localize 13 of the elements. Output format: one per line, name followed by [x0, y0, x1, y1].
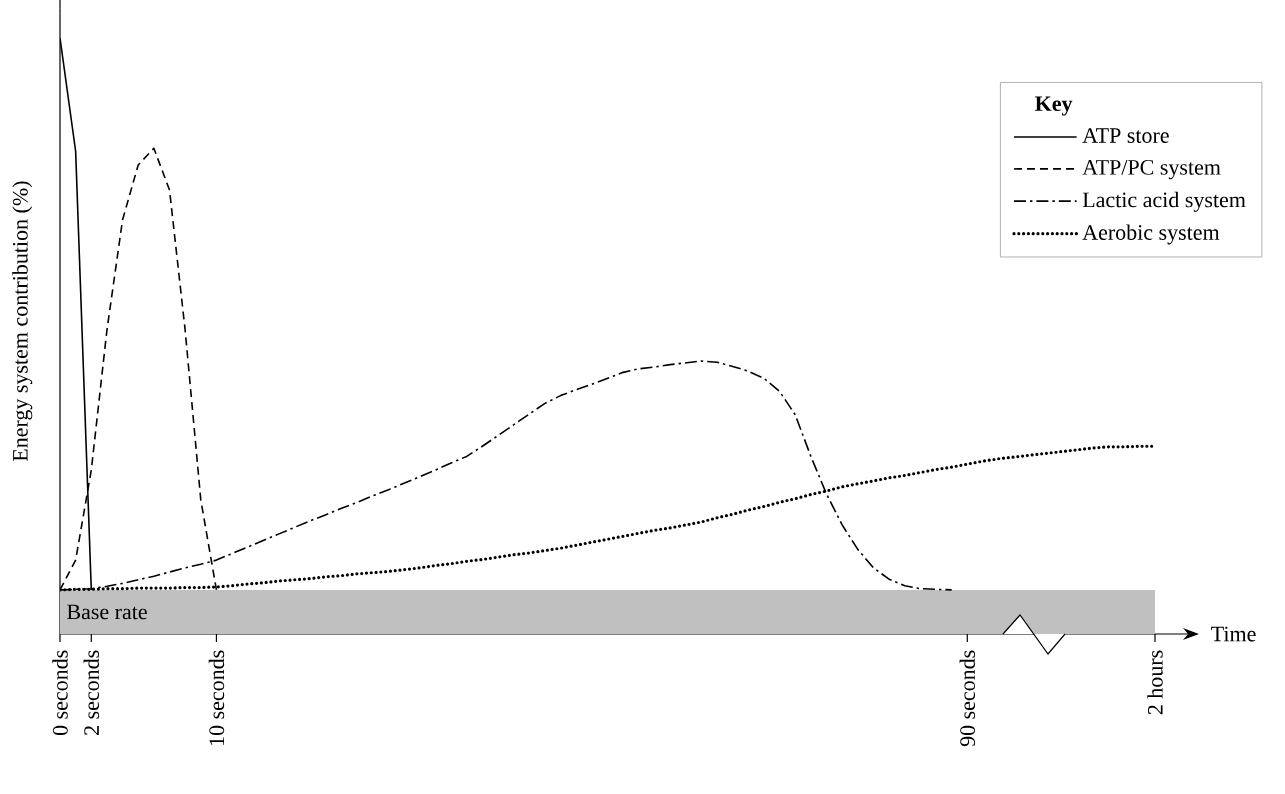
band-label: Base rate — [67, 604, 147, 620]
legend-title: Key — [1035, 96, 1073, 116]
x-tick-label: 2 seconds — [83, 650, 100, 735]
y-axis-title: Energy system contribution (%) — [12, 181, 33, 462]
x-tick-label: 2 hours — [1147, 650, 1163, 715]
legend-label: Aerobic system — [1082, 224, 1220, 245]
legend-label: ATP store — [1082, 128, 1169, 143]
x-tick-label: 0 seconds — [52, 650, 68, 736]
legend-label: Lactic acid system — [1082, 191, 1246, 212]
x-axis-title: Time — [1211, 626, 1256, 642]
x-tick-label: 10 seconds — [208, 650, 225, 745]
legend-label: ATP/PC system — [1082, 159, 1221, 180]
x-tick-label: 90 seconds — [959, 650, 976, 747]
